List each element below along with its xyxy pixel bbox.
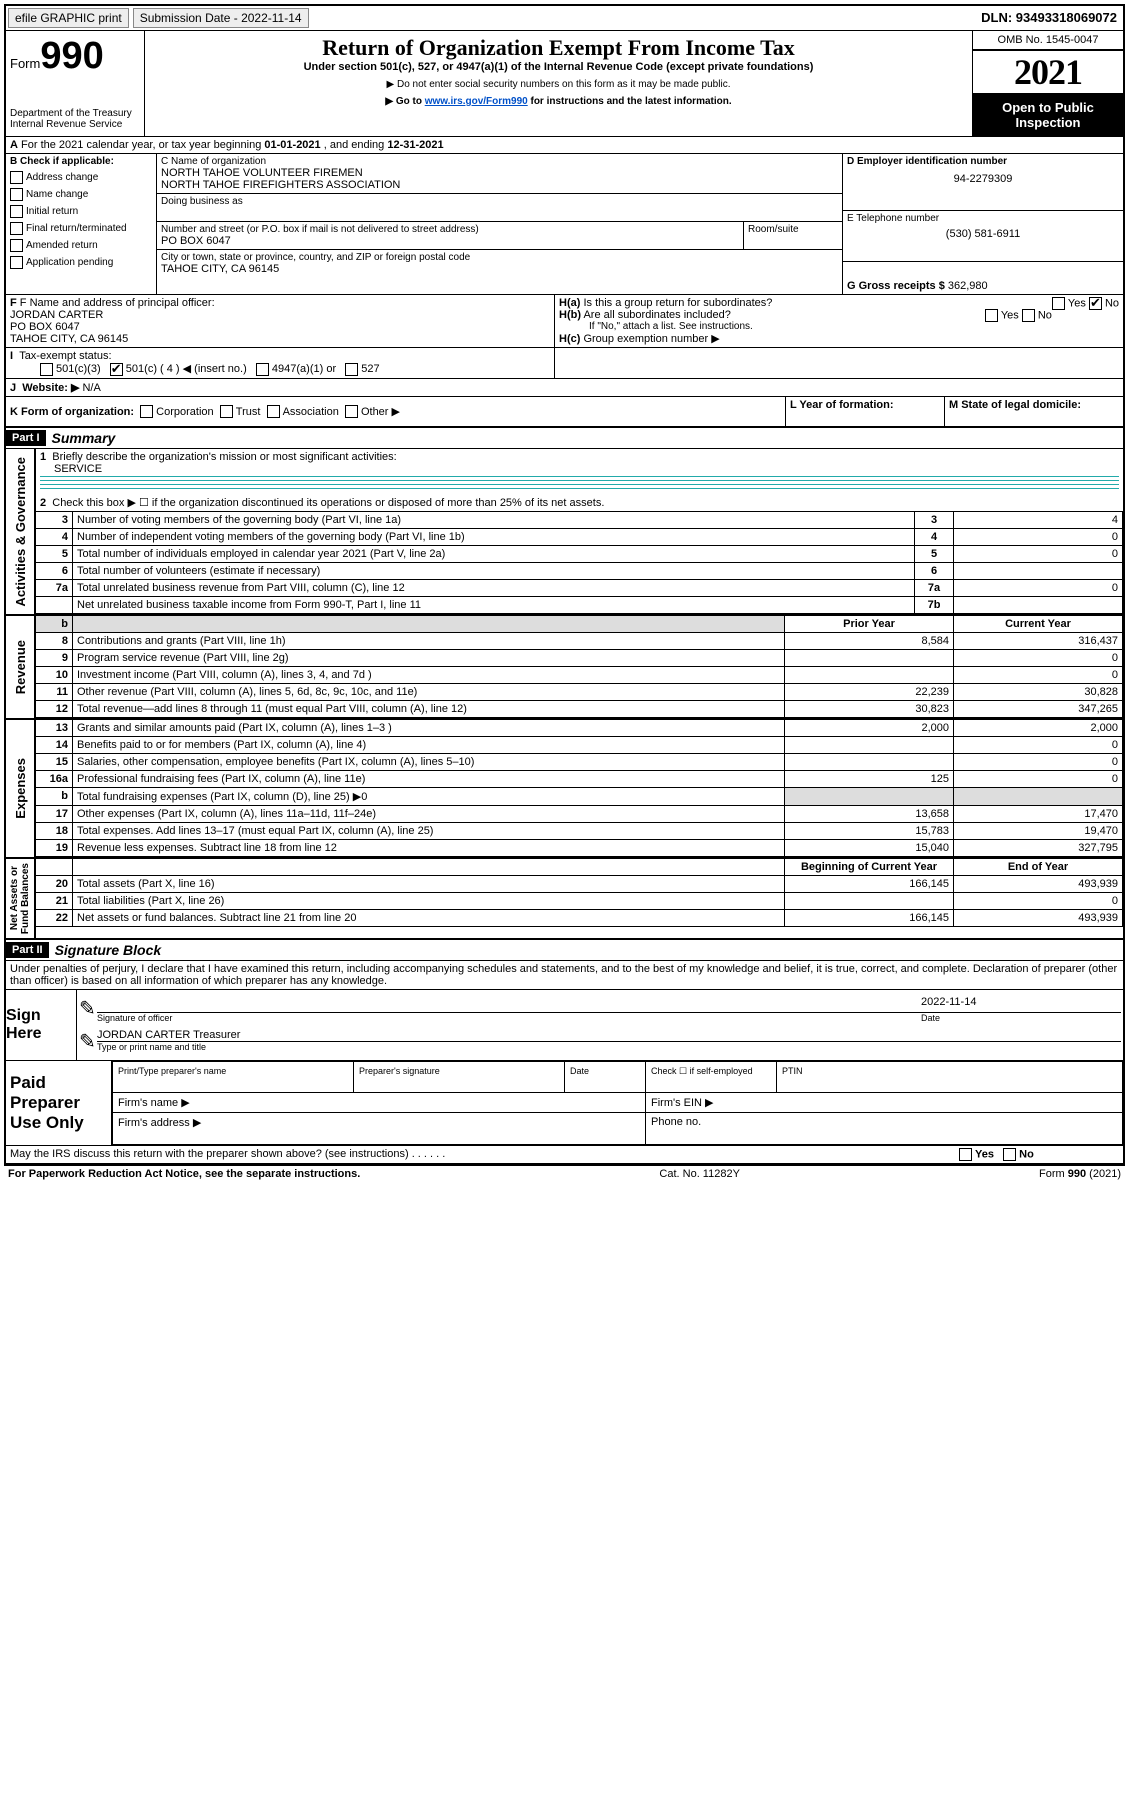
box-m-label: M State of legal domicile: <box>949 399 1081 411</box>
box-f-label: F Name and address of principal officer: <box>20 297 215 309</box>
vlabel-revenue: Revenue <box>11 636 30 698</box>
form-subtitle-1: Under section 501(c), 527, or 4947(a)(1)… <box>153 61 964 73</box>
submission-date: Submission Date - 2022-11-14 <box>133 8 309 28</box>
box-b-label: B Check if applicable: <box>6 154 156 169</box>
governance-table: 3Number of voting members of the governi… <box>36 511 1123 614</box>
gross-receipts: 362,980 <box>948 280 988 292</box>
check-final-return[interactable]: Final return/terminated <box>6 220 156 237</box>
penalties-text: Under penalties of perjury, I declare th… <box>6 961 1123 990</box>
vlabel-expenses: Expenses <box>11 754 30 823</box>
dln: DLN: 93493318069072 <box>975 6 1123 30</box>
dba-label: Doing business as <box>161 196 838 207</box>
netassets-table: Beginning of Current YearEnd of Year 20T… <box>36 859 1123 927</box>
city-state-zip: TAHOE CITY, CA 96145 <box>161 263 838 275</box>
org-name-2: NORTH TAHOE FIREFIGHTERS ASSOCIATION <box>161 179 838 191</box>
form-header: Form990 Department of the Treasury Inter… <box>6 31 1123 137</box>
pen-icon: ✎ <box>79 996 97 1023</box>
omb-number: OMB No. 1545-0047 <box>973 31 1123 50</box>
check-initial-return[interactable]: Initial return <box>6 203 156 220</box>
name-title-label: Type or print name and title <box>97 1042 1121 1052</box>
dept-treasury: Department of the Treasury <box>10 108 140 119</box>
irs-link[interactable]: www.irs.gov/Form990 <box>425 96 528 107</box>
h-note: If "No," attach a list. See instructions… <box>559 321 1119 332</box>
form-title: Return of Organization Exempt From Incom… <box>153 35 964 61</box>
street-address: PO BOX 6047 <box>161 235 739 247</box>
line1-label: Briefly describe the organization's miss… <box>52 451 396 463</box>
officer-addr1: PO BOX 6047 <box>10 321 80 333</box>
part-2-header: Part II Signature Block <box>6 939 1123 961</box>
part-1-header: Part I Summary <box>6 427 1123 449</box>
addr-label: Number and street (or P.O. box if mail i… <box>161 224 739 235</box>
officer-addr2: TAHOE CITY, CA 96145 <box>10 333 128 345</box>
ha-row: H(a) Is this a group return for subordin… <box>559 297 1119 309</box>
form-subtitle-2: ▶ Do not enter social security numbers o… <box>153 79 964 90</box>
tax-year: 2021 <box>973 50 1123 94</box>
check-501c[interactable] <box>110 363 123 376</box>
pen-icon: ✎ <box>79 1029 97 1054</box>
page-footer: For Paperwork Reduction Act Notice, see … <box>4 1166 1125 1182</box>
org-name-1: NORTH TAHOE VOLUNTEER FIREMEN <box>161 167 838 179</box>
room-label: Room/suite <box>748 224 838 235</box>
hb-row: H(b) Are all subordinates included? Yes … <box>559 309 1119 321</box>
efile-print-button[interactable]: efile GRAPHIC print <box>8 8 129 28</box>
sig-officer-label: Signature of officer <box>97 1013 921 1023</box>
form-subtitle-3: ▶ Go to www.irs.gov/Form990 for instruct… <box>153 96 964 107</box>
check-trust[interactable] <box>220 405 233 418</box>
city-label: City or town, state or province, country… <box>161 252 838 263</box>
vlabel-governance: Activities & Governance <box>11 453 30 611</box>
sign-date-value: 2022-11-14 <box>915 996 1121 1013</box>
open-public-badge: Open to Public Inspection <box>973 94 1123 136</box>
phone-value: (530) 581-6911 <box>847 228 1119 240</box>
irs-label: Internal Revenue Service <box>10 119 140 130</box>
check-address-change[interactable]: Address change <box>6 169 156 186</box>
vlabel-netassets: Net Assets or Fund Balances <box>7 859 33 938</box>
box-i-label: Tax-exempt status: <box>19 350 111 362</box>
officer-name: JORDAN CARTER <box>10 309 103 321</box>
box-d-label: D Employer identification number <box>847 156 1119 167</box>
check-527[interactable] <box>345 363 358 376</box>
sig-date-label: Date <box>921 1013 1121 1023</box>
box-k-label: K Form of organization: <box>10 406 134 418</box>
box-e-label: E Telephone number <box>847 213 1119 224</box>
period-row: A For the 2021 calendar year, or tax yea… <box>6 137 1123 154</box>
box-c-label: C Name of organization <box>161 156 838 167</box>
discuss-question: May the IRS discuss this return with the… <box>6 1146 955 1163</box>
sign-here-label: Sign Here <box>6 1007 76 1043</box>
ein-value: 94-2279309 <box>847 173 1119 185</box>
officer-printed-name: JORDAN CARTER Treasurer <box>97 1029 1121 1042</box>
form-number: Form990 <box>10 35 140 78</box>
discuss-no[interactable] <box>1003 1148 1016 1161</box>
box-l-label: L Year of formation: <box>790 399 894 411</box>
check-assoc[interactable] <box>267 405 280 418</box>
check-application-pending[interactable]: Application pending <box>6 254 156 271</box>
check-amended-return[interactable]: Amended return <box>6 237 156 254</box>
top-bar: efile GRAPHIC print Submission Date - 20… <box>6 6 1123 31</box>
check-corp[interactable] <box>140 405 153 418</box>
preparer-table: Print/Type preparer's name Preparer's si… <box>112 1061 1123 1145</box>
hc-row: H(c) Group exemption number ▶ <box>559 332 1119 345</box>
check-name-change[interactable]: Name change <box>6 186 156 203</box>
check-501c3[interactable] <box>40 363 53 376</box>
check-other[interactable] <box>345 405 358 418</box>
revenue-table: bPrior YearCurrent Year 8Contributions a… <box>36 616 1123 718</box>
website-value: N/A <box>82 382 100 394</box>
line2-label: Check this box ▶ ☐ if the organization d… <box>52 497 604 509</box>
paid-preparer-label: Paid Preparer Use Only <box>6 1069 111 1137</box>
check-4947[interactable] <box>256 363 269 376</box>
expenses-table: 13Grants and similar amounts paid (Part … <box>36 720 1123 857</box>
box-j-label: Website: ▶ <box>22 382 79 394</box>
box-g-label: G Gross receipts $ <box>847 280 945 292</box>
mission-text: SERVICE <box>40 463 102 475</box>
discuss-yes[interactable] <box>959 1148 972 1161</box>
